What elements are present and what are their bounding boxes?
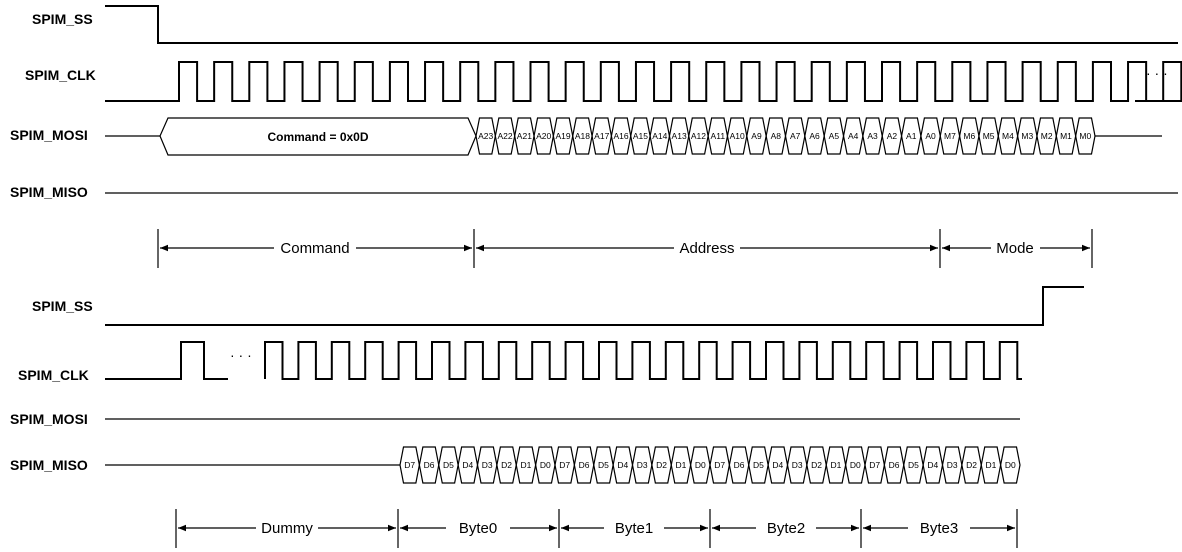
top-bit-label: A22 — [497, 131, 512, 141]
bottom-bit-label: D1 — [521, 460, 532, 470]
bottom-bit-label: D0 — [540, 460, 551, 470]
bottom-ss-label: SPIM_SS — [32, 298, 93, 314]
top-bit-label: A6 — [809, 131, 820, 141]
bottom-clk-dummy-start — [105, 341, 228, 380]
bottom-bit-cell — [1000, 446, 1021, 484]
bottom-bit-label: D4 — [927, 460, 938, 470]
top-bit-label: M4 — [1002, 131, 1014, 141]
bottom-bit-label: D5 — [753, 460, 764, 470]
bottom-bit-label: D1 — [986, 460, 997, 470]
address-span-label: Address — [679, 240, 734, 257]
top-bit-label: A3 — [867, 131, 878, 141]
bottom-bit-label: D2 — [811, 460, 822, 470]
bottom-bit-label: D6 — [889, 460, 900, 470]
bottom-bit-label: D7 — [869, 460, 880, 470]
bottom-bit-label: D1 — [831, 460, 842, 470]
top-bit-label: A2 — [887, 131, 898, 141]
top-bit-label: A21 — [517, 131, 532, 141]
top-bit-label: A19 — [555, 131, 570, 141]
top-clk-label: SPIM_CLK — [25, 67, 96, 83]
command-value: Command = 0x0D — [267, 130, 368, 144]
top-bit-label: A11 — [711, 131, 726, 141]
top-mosi-label: SPIM_MOSI — [10, 127, 88, 143]
top-miso-label: SPIM_MISO — [10, 184, 88, 200]
bottom-clk-waveform — [264, 341, 1022, 380]
command-span-label: Command — [280, 240, 349, 257]
top-bit-label: A1 — [906, 131, 917, 141]
bottom-bit-label: D3 — [637, 460, 648, 470]
top-clk-continuation: · · · — [1146, 65, 1168, 81]
bottom-bit-label: D6 — [734, 460, 745, 470]
top-bit-label: A16 — [614, 131, 629, 141]
top-bit-label: A18 — [575, 131, 590, 141]
bottom-bit-label: D4 — [462, 460, 473, 470]
top-bit-label: M0 — [1079, 131, 1091, 141]
bottom-span-annotations: Dummy Byte0 Byte1 Byte2 Byte3 — [175, 509, 1018, 548]
top-bit-label: A5 — [829, 131, 840, 141]
top-bit-label: A23 — [478, 131, 493, 141]
byte1-span-label: Byte1 — [615, 520, 653, 537]
bottom-ss-waveform — [105, 286, 1084, 326]
dummy-span-label: Dummy — [261, 520, 313, 537]
bottom-bit-label: D4 — [617, 460, 628, 470]
top-bit-label: A10 — [730, 131, 745, 141]
top-timing-section: SPIM_SS SPIM_CLK SPIM_MOSI SPIM_MISO · ·… — [10, 5, 1182, 268]
top-bit-label: A13 — [672, 131, 687, 141]
bottom-bit-label: D7 — [559, 460, 570, 470]
bottom-bit-label: D0 — [850, 460, 861, 470]
bottom-bit-label: D4 — [772, 460, 783, 470]
top-bit-label: M3 — [1021, 131, 1033, 141]
bottom-bit-label: D3 — [482, 460, 493, 470]
top-bit-label: M5 — [983, 131, 995, 141]
bottom-bit-label: D6 — [424, 460, 435, 470]
top-bit-label: A4 — [848, 131, 859, 141]
bottom-bit-label: D2 — [501, 460, 512, 470]
top-ss-waveform — [105, 5, 1178, 44]
byte2-span-label: Byte2 — [767, 520, 805, 537]
top-bit-label: A17 — [594, 131, 609, 141]
bottom-bit-label: D0 — [695, 460, 706, 470]
top-span-annotations: Command Address Mode — [157, 229, 1093, 268]
top-bit-label: A20 — [536, 131, 551, 141]
bottom-bit-label: D2 — [656, 460, 667, 470]
bottom-bit-label: D5 — [598, 460, 609, 470]
bottom-mosi-label: SPIM_MOSI — [10, 411, 88, 427]
bottom-bit-label: D5 — [908, 460, 919, 470]
byte3-span-label: Byte3 — [920, 520, 958, 537]
top-ss-label: SPIM_SS — [32, 11, 93, 27]
bottom-bit-label: D3 — [792, 460, 803, 470]
top-bit-label: A8 — [771, 131, 782, 141]
bottom-miso-label: SPIM_MISO — [10, 457, 88, 473]
bottom-bit-label: D5 — [443, 460, 454, 470]
top-bit-label: A14 — [652, 131, 667, 141]
top-bit-label: M2 — [1041, 131, 1053, 141]
top-bit-label: A9 — [751, 131, 762, 141]
bottom-clk-label: SPIM_CLK — [18, 367, 89, 383]
bottom-bit-label: D7 — [404, 460, 415, 470]
bottom-bit-label: D3 — [947, 460, 958, 470]
top-bit-label: A15 — [633, 131, 648, 141]
bottom-bit-label: D7 — [714, 460, 725, 470]
top-clk-waveform — [105, 61, 1182, 102]
bottom-timing-section: SPIM_SS SPIM_CLK SPIM_MOSI SPIM_MISO · ·… — [10, 286, 1084, 548]
top-bit-label: M7 — [944, 131, 956, 141]
top-bit-label: A0 — [925, 131, 936, 141]
bottom-bit-label: D0 — [1005, 460, 1016, 470]
bottom-bit-label: D6 — [579, 460, 590, 470]
bottom-bit-label: D1 — [676, 460, 687, 470]
byte0-span-label: Byte0 — [459, 520, 497, 537]
mode-span-label: Mode — [996, 240, 1034, 257]
top-bit-label: M1 — [1060, 131, 1072, 141]
data-bit-cells: D7 D6 D5 D4 D3 D2 D1 D0 D7 D6 D5 D4 D3 D2 D1 D0 D7 D6 D5 D4… — [399, 446, 1021, 484]
top-bit-label: A7 — [790, 131, 801, 141]
bottom-bit-label: D2 — [966, 460, 977, 470]
bottom-clk-continuation: · · · — [230, 347, 252, 363]
address-mode-bit-cells: A23 A22 A21 A20 A19 A18 A17 A16 A15 A14 A13 A12 A11 A… — [475, 117, 1096, 155]
top-bit-label: M6 — [963, 131, 975, 141]
top-bit-label: A12 — [691, 131, 706, 141]
